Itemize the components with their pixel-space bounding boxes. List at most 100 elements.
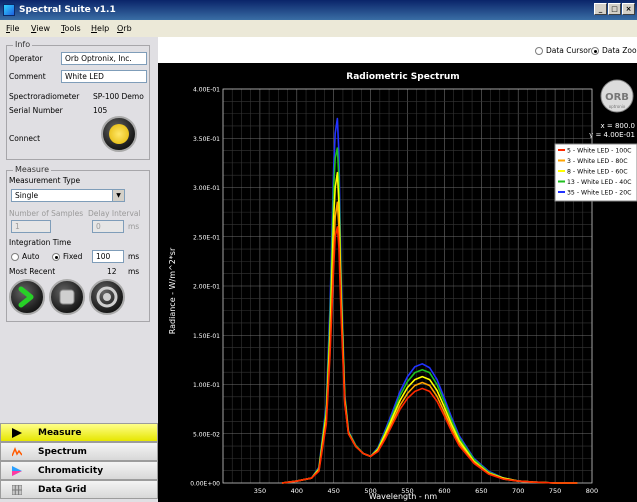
samples-label: Number of Samples xyxy=(9,209,84,218)
chart-pane: Data Cursor Data Zoom Radiometric Spectr… xyxy=(158,37,637,502)
operator-label: Operator xyxy=(9,54,43,63)
chart-title: Radiometric Spectrum xyxy=(346,72,459,82)
logo-text: ORB xyxy=(605,92,629,103)
serial-number-value: 105 xyxy=(93,106,108,115)
operator-field[interactable]: Orb Optronix, Inc. xyxy=(61,52,147,65)
comment-label: Comment xyxy=(9,72,46,81)
play-icon xyxy=(12,428,22,438)
nav-measure-label: Measure xyxy=(38,428,82,438)
legend-label: 8 - White LED - 60C xyxy=(567,169,628,176)
maximize-button[interactable]: □ xyxy=(608,3,621,15)
y-tick-label: 3.00E-01 xyxy=(193,185,220,192)
x-tick-label: 500 xyxy=(364,487,376,495)
y-tick-label: 2.50E-01 xyxy=(193,234,220,241)
comment-field[interactable]: White LED xyxy=(61,70,147,83)
close-button[interactable]: × xyxy=(622,3,635,15)
series-line xyxy=(281,171,578,484)
connect-button[interactable] xyxy=(101,116,137,152)
legend-label: 35 - White LED - 20C xyxy=(567,190,631,197)
stop-button[interactable] xyxy=(49,279,85,315)
connect-label: Connect xyxy=(9,134,41,143)
menu-view[interactable]: View xyxy=(31,24,50,33)
start-button[interactable] xyxy=(9,279,45,315)
y-tick-label: 1.00E-01 xyxy=(193,382,220,389)
chart-series xyxy=(281,117,578,484)
nav-chromaticity[interactable]: Chromaticity xyxy=(0,461,158,480)
x-tick-label: 400 xyxy=(291,487,303,495)
delay-label: Delay Interval xyxy=(88,209,141,218)
legend-label: 3 - White LED - 80C xyxy=(567,158,628,165)
fixed-time-unit: ms xyxy=(128,252,140,261)
integration-time-label: Integration Time xyxy=(9,238,72,247)
nav-data-grid[interactable]: Data Grid xyxy=(0,480,158,499)
plug-icon xyxy=(109,124,129,144)
grid-icon xyxy=(12,485,22,495)
fixed-radio[interactable] xyxy=(52,253,60,261)
menu-orb[interactable]: Orb xyxy=(117,24,132,33)
series-line xyxy=(281,147,578,484)
auto-radio[interactable] xyxy=(11,253,19,261)
chart-legend: 5 - White LED - 100C 3 - White LED - 80C 8… xyxy=(554,143,637,202)
legend-label: 13 - White LED - 40C xyxy=(567,179,631,186)
y-tick-label: 5.00E-02 xyxy=(193,431,220,438)
chevron-down-icon: ▼ xyxy=(112,190,124,201)
cursor-y-readout: y = 4.00E-01 xyxy=(589,131,635,139)
y-axis: 0.00E+00 5.00E-02 1.00E-01 1.50E-01 2.00E-01… xyxy=(190,87,220,488)
auto-label: Auto xyxy=(22,252,40,261)
orb-logo: ORB optronix xyxy=(600,79,634,113)
chart-grid xyxy=(222,88,593,484)
measurement-type-select[interactable]: Single ▼ xyxy=(11,189,125,202)
legend-label: 5 - White LED - 100C xyxy=(567,148,631,155)
menu-file[interactable]: File xyxy=(6,24,20,33)
measure-group-title: Measure xyxy=(13,165,51,174)
nav-spectrum-label: Spectrum xyxy=(38,447,87,457)
data-zoom-label: Data Zoom xyxy=(602,46,637,55)
x-axis: 350 400 450 500 550 600 650 700 750 800 xyxy=(254,487,599,495)
y-tick-label: 2.00E-01 xyxy=(193,284,220,291)
measurement-type-label: Measurement Type xyxy=(9,176,81,185)
nav-spectrum[interactable]: Spectrum xyxy=(0,442,158,461)
y-tick-label: 0.00E+00 xyxy=(190,481,220,488)
delay-field[interactable]: 0 xyxy=(92,220,124,233)
x-tick-label: 650 xyxy=(475,487,487,495)
most-recent-unit: ms xyxy=(128,267,140,276)
most-recent-label: Most Recent xyxy=(9,267,56,276)
logo-subtext: optronix xyxy=(609,104,626,109)
minimize-button[interactable]: _ xyxy=(594,3,607,15)
fixed-time-field[interactable]: 100 xyxy=(92,250,124,263)
delay-unit: ms xyxy=(128,222,140,231)
nav-measure[interactable]: Measure xyxy=(0,423,158,442)
plot-frame xyxy=(222,88,593,484)
legend-box xyxy=(554,143,637,202)
nav-chromaticity-label: Chromaticity xyxy=(38,466,104,476)
spectrum-icon xyxy=(12,447,22,457)
y-tick-label: 4.00E-01 xyxy=(193,87,220,94)
app-icon xyxy=(3,4,15,16)
x-tick-label: 700 xyxy=(512,487,524,495)
fixed-label: Fixed xyxy=(63,252,83,261)
measurement-type-value: Single xyxy=(15,191,39,200)
menu-help[interactable]: Help xyxy=(91,24,110,33)
y-tick-label: 3.50E-01 xyxy=(193,136,220,143)
most-recent-value: 12 xyxy=(107,267,117,276)
menu-tools[interactable]: Tools xyxy=(61,24,81,33)
serial-number-label: Serial Number xyxy=(9,106,63,115)
window-title: Spectral Suite v1.1 xyxy=(19,5,116,15)
data-zoom-radio[interactable] xyxy=(591,47,599,55)
dark-reference-button[interactable] xyxy=(89,279,125,315)
data-cursor-radio[interactable] xyxy=(535,47,543,55)
y-axis-label: Radiance - W/m^2*sr xyxy=(168,247,177,334)
data-cursor-label: Data Cursor xyxy=(546,46,591,55)
play-icon xyxy=(18,286,34,308)
spectroradiometer-label: Spectroradiometer xyxy=(9,92,80,101)
series-line xyxy=(281,226,578,484)
x-tick-label: 350 xyxy=(254,487,266,495)
x-tick-label: 550 xyxy=(401,487,413,495)
chart-area[interactable]: Radiometric Spectrum Wavelength - nm Rad… xyxy=(158,63,637,502)
cursor-x-readout: x = 800.0 xyxy=(601,122,636,130)
spectrum-chart[interactable]: Radiometric Spectrum Wavelength - nm Rad… xyxy=(158,63,637,502)
nav-data-grid-label: Data Grid xyxy=(38,485,87,495)
info-group-title: Info xyxy=(13,40,33,49)
samples-field[interactable]: 1 xyxy=(11,220,51,233)
info-group: Info Operator Orb Optronix, Inc. Comment… xyxy=(6,40,150,160)
